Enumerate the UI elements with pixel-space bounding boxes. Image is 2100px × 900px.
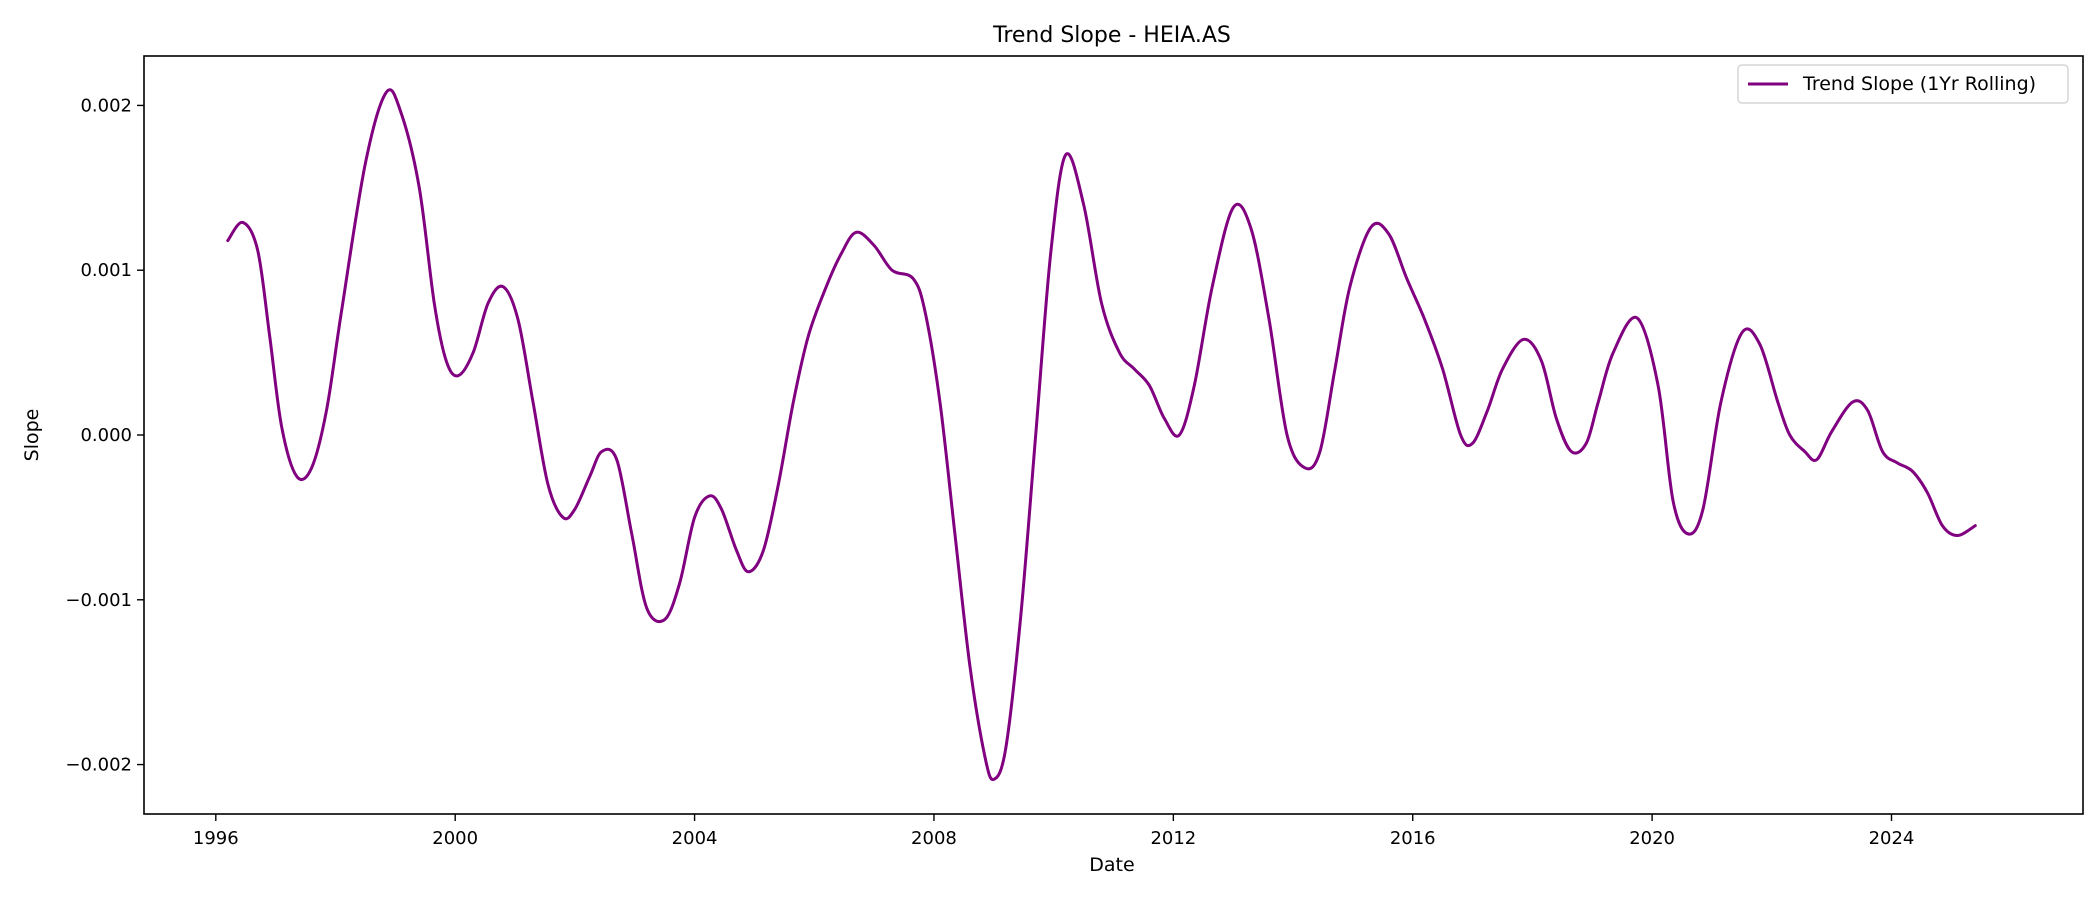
x-tick-label: 2020: [1629, 828, 1675, 849]
chart-title: Trend Slope - HEIA.AS: [992, 23, 1231, 48]
x-axis: 1996 2000 2004 2008 2012 2016 2020 2024: [193, 814, 1914, 849]
plot-frame: [143, 55, 2084, 815]
legend-entry-label: Trend Slope (1Yr Rolling): [1802, 73, 2036, 95]
y-axis-label: Slope: [21, 409, 43, 462]
x-tick-label: 2012: [1150, 828, 1196, 849]
x-tick-label: 2008: [911, 828, 957, 849]
y-axis: −0.002 −0.001 0.000 0.001 0.002: [65, 95, 144, 776]
y-tick-label: −0.001: [65, 590, 132, 611]
x-tick-label: 1996: [193, 828, 239, 849]
y-tick-label: 0.000: [80, 425, 132, 446]
legend-box: [1737, 64, 2069, 104]
x-axis-label: Date: [1089, 854, 1134, 876]
y-tick-label: −0.002: [65, 755, 132, 776]
x-tick-label: 2004: [672, 828, 718, 849]
x-tick-label: 2024: [1869, 828, 1915, 849]
legend: Trend Slope (1Yr Rolling): [1737, 64, 2069, 104]
y-tick-label: 0.002: [80, 95, 132, 116]
y-tick-label: 0.001: [80, 260, 132, 281]
x-tick-label: 2016: [1390, 828, 1436, 849]
x-tick-label: 2000: [432, 828, 478, 849]
series-line-trend-slope: [226, 88, 1977, 782]
